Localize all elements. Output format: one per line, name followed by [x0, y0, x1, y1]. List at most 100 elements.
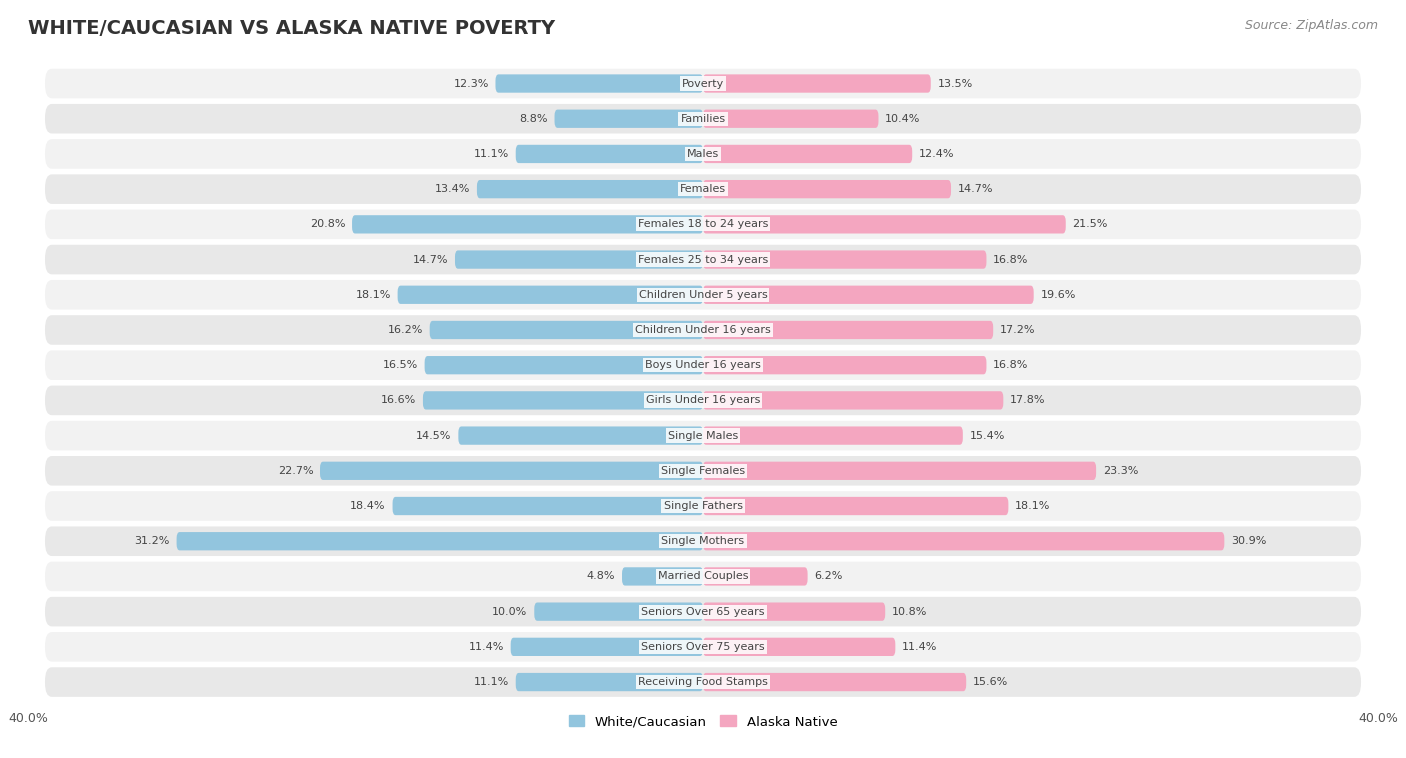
Text: 18.4%: 18.4%	[350, 501, 385, 511]
FancyBboxPatch shape	[45, 562, 1361, 591]
Text: Single Females: Single Females	[661, 466, 745, 476]
Text: 17.2%: 17.2%	[1000, 325, 1035, 335]
Text: Children Under 16 years: Children Under 16 years	[636, 325, 770, 335]
FancyBboxPatch shape	[703, 567, 807, 586]
Text: 23.3%: 23.3%	[1102, 466, 1139, 476]
Text: 22.7%: 22.7%	[277, 466, 314, 476]
FancyBboxPatch shape	[703, 496, 1008, 515]
Text: Poverty: Poverty	[682, 79, 724, 89]
FancyBboxPatch shape	[456, 250, 703, 269]
Text: 19.6%: 19.6%	[1040, 290, 1076, 299]
FancyBboxPatch shape	[45, 209, 1361, 239]
Text: WHITE/CAUCASIAN VS ALASKA NATIVE POVERTY: WHITE/CAUCASIAN VS ALASKA NATIVE POVERTY	[28, 19, 555, 38]
FancyBboxPatch shape	[703, 532, 1225, 550]
FancyBboxPatch shape	[352, 215, 703, 233]
Text: 15.4%: 15.4%	[970, 431, 1005, 440]
FancyBboxPatch shape	[45, 527, 1361, 556]
Text: Children Under 5 years: Children Under 5 years	[638, 290, 768, 299]
Text: 20.8%: 20.8%	[309, 219, 346, 230]
FancyBboxPatch shape	[703, 74, 931, 92]
Text: Source: ZipAtlas.com: Source: ZipAtlas.com	[1244, 19, 1378, 32]
FancyBboxPatch shape	[458, 427, 703, 445]
FancyBboxPatch shape	[45, 456, 1361, 486]
FancyBboxPatch shape	[477, 180, 703, 199]
FancyBboxPatch shape	[621, 567, 703, 586]
FancyBboxPatch shape	[45, 350, 1361, 380]
FancyBboxPatch shape	[45, 104, 1361, 133]
Text: 11.4%: 11.4%	[468, 642, 503, 652]
FancyBboxPatch shape	[321, 462, 703, 480]
FancyBboxPatch shape	[703, 145, 912, 163]
Text: 17.8%: 17.8%	[1010, 396, 1046, 406]
Text: Single Mothers: Single Mothers	[661, 536, 745, 547]
Text: Girls Under 16 years: Girls Under 16 years	[645, 396, 761, 406]
Text: 16.8%: 16.8%	[993, 255, 1029, 265]
Text: Males: Males	[688, 149, 718, 159]
FancyBboxPatch shape	[45, 139, 1361, 169]
Text: 30.9%: 30.9%	[1232, 536, 1267, 547]
Text: Boys Under 16 years: Boys Under 16 years	[645, 360, 761, 370]
FancyBboxPatch shape	[703, 215, 1066, 233]
Text: 21.5%: 21.5%	[1073, 219, 1108, 230]
Text: 15.6%: 15.6%	[973, 677, 1008, 687]
Text: Married Couples: Married Couples	[658, 572, 748, 581]
Text: Single Fathers: Single Fathers	[664, 501, 742, 511]
FancyBboxPatch shape	[45, 421, 1361, 450]
Text: Receiving Food Stamps: Receiving Food Stamps	[638, 677, 768, 687]
FancyBboxPatch shape	[425, 356, 703, 374]
Text: 10.8%: 10.8%	[891, 606, 928, 617]
FancyBboxPatch shape	[495, 74, 703, 92]
FancyBboxPatch shape	[703, 391, 1004, 409]
FancyBboxPatch shape	[516, 673, 703, 691]
FancyBboxPatch shape	[45, 491, 1361, 521]
Text: 16.5%: 16.5%	[382, 360, 418, 370]
FancyBboxPatch shape	[392, 496, 703, 515]
FancyBboxPatch shape	[703, 250, 987, 269]
FancyBboxPatch shape	[45, 667, 1361, 697]
Text: 16.6%: 16.6%	[381, 396, 416, 406]
FancyBboxPatch shape	[45, 69, 1361, 99]
Text: 16.8%: 16.8%	[993, 360, 1029, 370]
Text: 18.1%: 18.1%	[1015, 501, 1050, 511]
Text: 12.3%: 12.3%	[453, 79, 489, 89]
Text: Families: Families	[681, 114, 725, 124]
FancyBboxPatch shape	[703, 110, 879, 128]
Text: 14.5%: 14.5%	[416, 431, 451, 440]
FancyBboxPatch shape	[516, 145, 703, 163]
FancyBboxPatch shape	[534, 603, 703, 621]
FancyBboxPatch shape	[430, 321, 703, 339]
FancyBboxPatch shape	[45, 280, 1361, 309]
FancyBboxPatch shape	[45, 386, 1361, 415]
FancyBboxPatch shape	[703, 637, 896, 656]
FancyBboxPatch shape	[177, 532, 703, 550]
Text: 14.7%: 14.7%	[413, 255, 449, 265]
Text: 6.2%: 6.2%	[814, 572, 842, 581]
Text: 11.1%: 11.1%	[474, 149, 509, 159]
Text: 11.4%: 11.4%	[903, 642, 938, 652]
FancyBboxPatch shape	[554, 110, 703, 128]
FancyBboxPatch shape	[398, 286, 703, 304]
Text: Females: Females	[681, 184, 725, 194]
FancyBboxPatch shape	[423, 391, 703, 409]
Text: 16.2%: 16.2%	[388, 325, 423, 335]
FancyBboxPatch shape	[45, 245, 1361, 274]
FancyBboxPatch shape	[703, 286, 1033, 304]
Text: Seniors Over 75 years: Seniors Over 75 years	[641, 642, 765, 652]
Text: 8.8%: 8.8%	[519, 114, 548, 124]
Text: 11.1%: 11.1%	[474, 677, 509, 687]
Text: 10.0%: 10.0%	[492, 606, 527, 617]
FancyBboxPatch shape	[703, 462, 1097, 480]
Text: 13.4%: 13.4%	[434, 184, 470, 194]
FancyBboxPatch shape	[703, 673, 966, 691]
Text: 31.2%: 31.2%	[135, 536, 170, 547]
Text: 12.4%: 12.4%	[920, 149, 955, 159]
FancyBboxPatch shape	[703, 356, 987, 374]
FancyBboxPatch shape	[45, 597, 1361, 626]
Text: Females 25 to 34 years: Females 25 to 34 years	[638, 255, 768, 265]
Text: 10.4%: 10.4%	[886, 114, 921, 124]
FancyBboxPatch shape	[703, 427, 963, 445]
Text: 13.5%: 13.5%	[938, 79, 973, 89]
FancyBboxPatch shape	[703, 603, 886, 621]
FancyBboxPatch shape	[45, 174, 1361, 204]
Text: Seniors Over 65 years: Seniors Over 65 years	[641, 606, 765, 617]
